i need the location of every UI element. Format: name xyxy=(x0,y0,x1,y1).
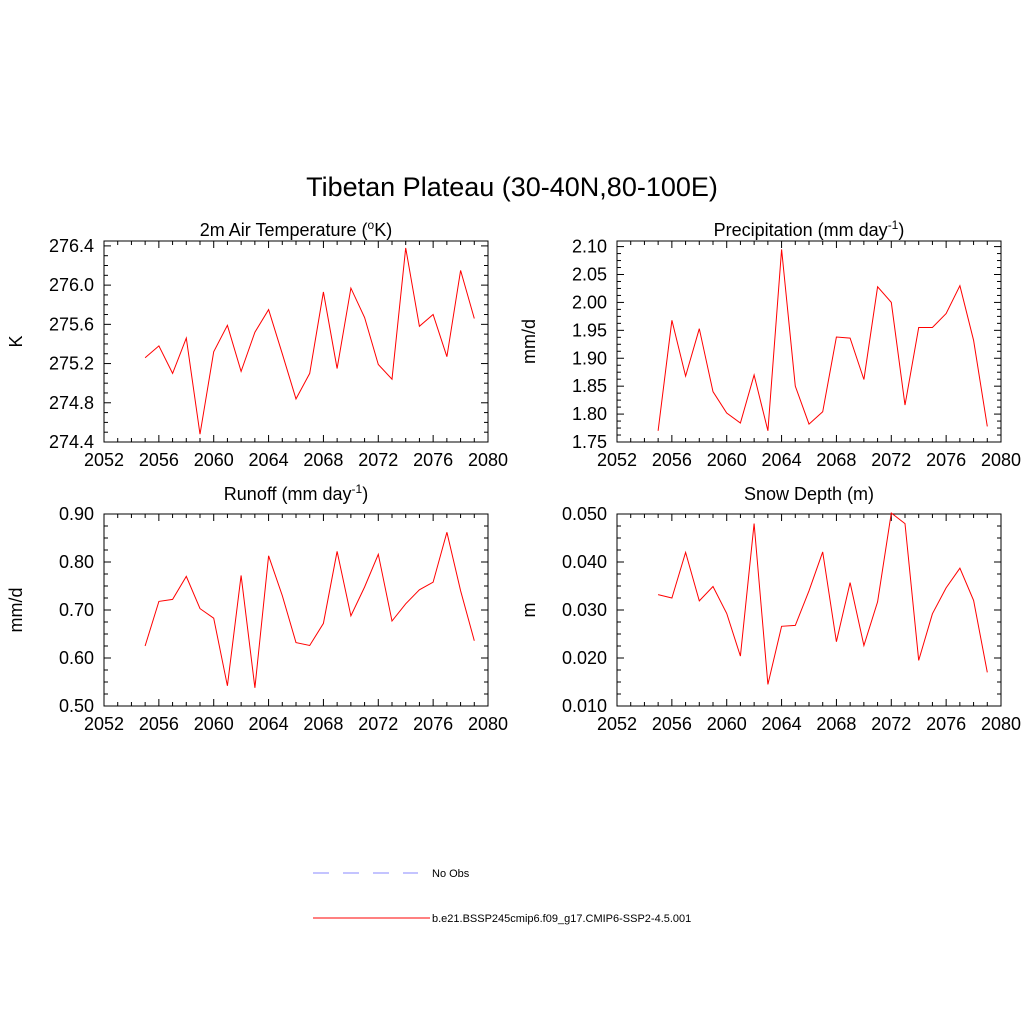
x-tick-label: 2064 xyxy=(249,450,289,470)
panel-2: Precipitation (mm day-1) mm/d 2052 2056 2060… xyxy=(519,218,1021,470)
x-tick-label: 2060 xyxy=(707,450,747,470)
x-tick-label: 2068 xyxy=(303,450,343,470)
legend: No Obs b.e21.BSSP245cmip6.f09_g17.CMIP6-… xyxy=(313,868,691,925)
panel-title: 2m Air Temperature (oK) xyxy=(200,218,392,240)
x-tick-label: 2060 xyxy=(194,714,234,734)
legend-label-model: b.e21.BSSP245cmip6.f09_g17.CMIP6-SSP2-4.… xyxy=(432,913,691,925)
legend-label-no-obs: No Obs xyxy=(432,868,470,880)
x-tick-label: 2072 xyxy=(871,450,911,470)
plot-frame xyxy=(103,240,489,443)
x-tick-label: 2072 xyxy=(358,714,398,734)
y-tick-label: 1.80 xyxy=(572,404,607,424)
y-axis-label: mm/d xyxy=(519,319,539,364)
x-tick-label: 2080 xyxy=(981,714,1021,734)
y-tick-label: 274.4 xyxy=(49,432,94,452)
panel-1: 2m Air Temperature (oK) K 2052 2056 2060 2064… xyxy=(6,218,508,470)
y-tick-label: 1.90 xyxy=(572,348,607,368)
y-tick-label: 275.2 xyxy=(49,354,94,374)
y-tick-label: 1.75 xyxy=(572,432,607,452)
y-tick-label: 0.030 xyxy=(562,600,607,620)
y-tick-label: 1.95 xyxy=(572,320,607,340)
x-tick-label: 2068 xyxy=(816,450,856,470)
panel-title: Snow Depth (m) xyxy=(744,484,874,504)
x-tick-label: 2060 xyxy=(194,450,234,470)
y-tick-label: 0.90 xyxy=(59,504,94,524)
x-tick-label: 2056 xyxy=(652,714,692,734)
x-tick-label: 2072 xyxy=(871,714,911,734)
x-tick-label: 2076 xyxy=(926,714,966,734)
x-tick-label: 2076 xyxy=(926,450,966,470)
y-tick-label: 0.050 xyxy=(562,504,607,524)
series-line xyxy=(657,249,988,431)
panel-4: Snow Depth (m) m 2052 2056 2060 2064 2068 2072 2… xyxy=(519,484,1021,734)
x-tick-label: 2076 xyxy=(413,450,453,470)
y-tick-label: 0.020 xyxy=(562,648,607,668)
y-tick-label: 275.6 xyxy=(49,314,94,334)
x-tick-label: 2052 xyxy=(84,450,124,470)
x-tick-label: 2052 xyxy=(597,450,637,470)
y-axis-label: mm/d xyxy=(6,588,26,633)
y-tick-label: 276.0 xyxy=(49,275,94,295)
y-tick-label: 274.8 xyxy=(49,393,94,413)
y-tick-label: 2.10 xyxy=(572,237,607,257)
x-tick-label: 2080 xyxy=(468,714,508,734)
panels: 2m Air Temperature (oK) K 2052 2056 2060 2064… xyxy=(6,218,1021,734)
series-line xyxy=(144,532,475,688)
plot-frame xyxy=(616,240,1002,443)
panel-3: Runoff (mm day-1) mm/d 2052 2056 2060 2064 206… xyxy=(6,482,508,734)
x-tick-label: 2064 xyxy=(762,714,802,734)
x-tick-label: 2064 xyxy=(762,450,802,470)
y-axis-label: K xyxy=(6,335,26,347)
x-tick-label: 2056 xyxy=(139,450,179,470)
y-tick-label: 2.05 xyxy=(572,265,607,285)
panel-title: Runoff (mm day-1) xyxy=(224,482,368,504)
x-tick-label: 2068 xyxy=(303,714,343,734)
x-tick-label: 2076 xyxy=(413,714,453,734)
plot-frame xyxy=(616,513,1002,707)
y-tick-label: 0.60 xyxy=(59,648,94,668)
x-tick-label: 2072 xyxy=(358,450,398,470)
x-tick-label: 2052 xyxy=(84,714,124,734)
y-axis-label: m xyxy=(519,603,539,618)
panel-title: Precipitation (mm day-1) xyxy=(714,218,905,240)
x-tick-label: 2080 xyxy=(468,450,508,470)
y-tick-label: 0.040 xyxy=(562,552,607,572)
figure-title: Tibetan Plateau (30-40N,80-100E) xyxy=(306,172,718,202)
y-tick-label: 0.010 xyxy=(562,696,607,716)
x-tick-label: 2052 xyxy=(597,714,637,734)
y-tick-label: 1.85 xyxy=(572,376,607,396)
y-tick-label: 0.50 xyxy=(59,696,94,716)
y-tick-label: 0.70 xyxy=(59,600,94,620)
y-tick-label: 2.00 xyxy=(572,292,607,312)
series-line xyxy=(657,512,988,685)
x-tick-label: 2056 xyxy=(139,714,179,734)
x-tick-label: 2080 xyxy=(981,450,1021,470)
series-line xyxy=(144,247,475,435)
y-tick-label: 276.4 xyxy=(49,236,94,256)
x-tick-label: 2064 xyxy=(249,714,289,734)
x-tick-label: 2068 xyxy=(816,714,856,734)
plot-frame xyxy=(103,513,489,707)
x-tick-label: 2060 xyxy=(707,714,747,734)
x-tick-label: 2056 xyxy=(652,450,692,470)
y-tick-label: 0.80 xyxy=(59,552,94,572)
